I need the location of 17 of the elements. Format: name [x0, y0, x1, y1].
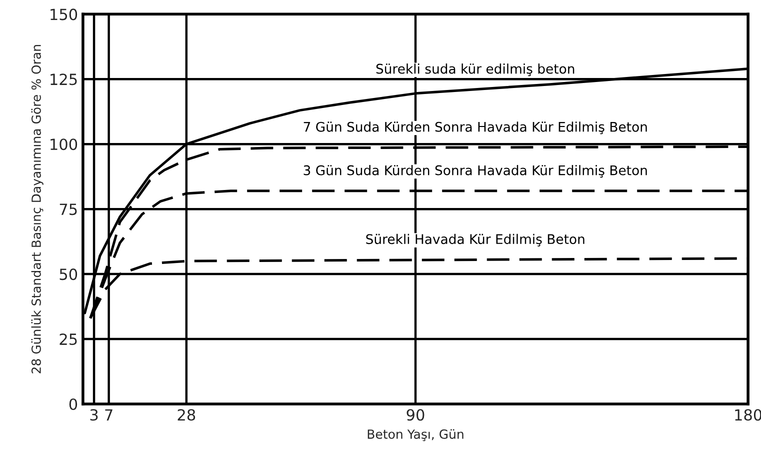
y-tick-label: 0	[69, 398, 78, 410]
series-label: Sürekli Havada Kür Edilmiş Beton	[366, 234, 584, 246]
x-tick-label: 7	[105, 409, 112, 420]
x-tick-label: 28	[178, 409, 196, 421]
y-tick-label: 100	[50, 138, 78, 150]
series-label: 3 Gün Suda Kürden Sonra Havada Kür Edilmiş Beton	[304, 165, 647, 178]
y-tick-label: 150	[50, 8, 78, 20]
x-axis-title: Beton Yaşı, Gün	[368, 429, 464, 442]
y-tick-label: 25	[60, 333, 77, 346]
x-tick-label: 3	[90, 409, 98, 421]
series-label: Sürekli suda kür edilmiş beton	[376, 64, 574, 76]
y-tick-label: 50	[60, 268, 78, 280]
series-label: 7 Gün Suda Kürden Sonra Havada Kür Edilmiş Beton	[304, 122, 647, 134]
y-tick-label: 125	[50, 74, 77, 86]
y-axis-title: 28 Günlük Standart Basınç Dayanımına Göre % Oran	[31, 45, 44, 374]
x-tick-label: 90	[406, 409, 424, 421]
y-tick-label: 75	[60, 204, 77, 216]
